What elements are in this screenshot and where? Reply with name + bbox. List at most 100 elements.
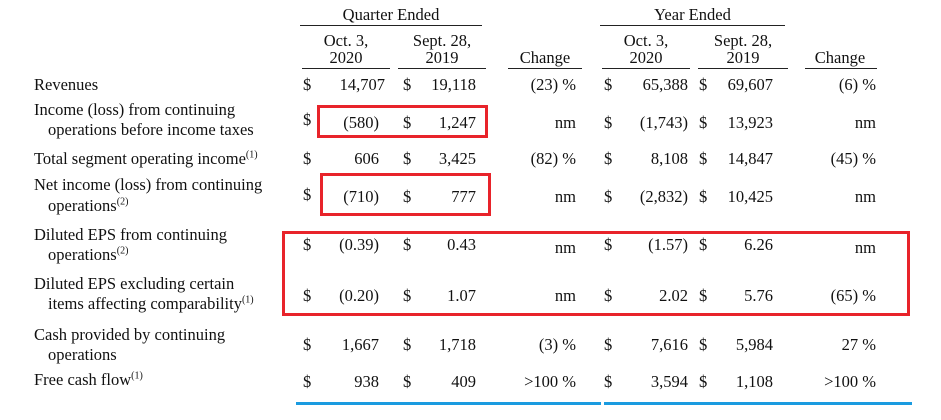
row-label-diluted-eps-excl-line2: items affecting comparability(1): [48, 295, 254, 313]
header-y-col2-rule: [698, 68, 788, 69]
header-y-col1-line2: 2020: [629, 48, 663, 67]
cell-q-change: (3) %: [538, 335, 576, 354]
cell-q-change: nm: [554, 238, 576, 257]
dollar-sign: $: [303, 75, 312, 94]
dollar-sign: $: [303, 286, 312, 305]
cell-y-2019: 69,607: [727, 75, 773, 94]
dollar-sign: $: [604, 235, 613, 254]
header-q-col1-line2: 2020: [329, 48, 363, 67]
cell-y-change: nm: [854, 113, 876, 132]
header-y-change-rule: [805, 68, 877, 69]
row-label-text: Free cash flow: [34, 370, 132, 389]
row-label-cash-provided-line2: operations: [48, 345, 117, 364]
underline-quarter: [296, 402, 601, 405]
row-label-diluted-eps-line1: Diluted EPS from continuing: [34, 225, 227, 244]
cell-y-2019: 5,984: [735, 335, 773, 354]
cell-q-2019: 19,118: [431, 75, 476, 94]
dollar-sign: $: [403, 335, 412, 354]
dollar-sign: $: [604, 372, 613, 391]
cell-y-2019: 5.76: [744, 286, 773, 305]
dollar-sign: $: [403, 75, 412, 94]
cell-q-2020: 938: [354, 372, 379, 391]
dollar-sign: $: [699, 149, 708, 168]
row-label-free-cash-flow: Free cash flow(1): [34, 371, 143, 389]
dollar-sign: $: [604, 75, 613, 94]
cell-y-2019: 6.26: [744, 235, 773, 254]
dollar-sign: $: [403, 187, 412, 206]
row-label-income-before-taxes-line2: operations before income taxes: [48, 120, 254, 139]
dollar-sign: $: [403, 235, 412, 254]
cell-y-change: (6) %: [838, 75, 876, 94]
cell-y-change: nm: [854, 238, 876, 257]
cell-y-2020: 2.02: [659, 286, 688, 305]
footnote-marker: (2): [116, 245, 129, 257]
dollar-sign: $: [699, 335, 708, 354]
cell-q-2019: 409: [451, 372, 476, 391]
dollar-sign: $: [403, 149, 412, 168]
dollar-sign: $: [303, 372, 312, 391]
cell-y-2019: 14,847: [727, 149, 773, 168]
dollar-sign: $: [604, 335, 613, 354]
cell-q-2020: (0.39): [339, 235, 379, 254]
dollar-sign: $: [303, 235, 312, 254]
cell-y-2020: 7,616: [650, 335, 688, 354]
cell-y-2020: 8,108: [650, 149, 688, 168]
cell-y-2020: (1,743): [639, 113, 688, 132]
row-label-text: Total segment operating income: [34, 149, 246, 168]
header-q-col1-rule: [302, 68, 390, 69]
header-quarter-ended: Quarter Ended: [342, 5, 440, 24]
cell-y-change: >100 %: [824, 372, 876, 391]
header-year-ended: Year Ended: [654, 5, 731, 24]
cell-q-2019: 3,425: [438, 149, 476, 168]
dollar-sign: $: [699, 372, 708, 391]
cell-q-2019: 777: [451, 187, 476, 206]
row-label-diluted-eps-line2: operations(2): [48, 246, 128, 264]
cell-q-change: nm: [554, 286, 576, 305]
header-q-col2-line1: Sept. 28,: [412, 31, 472, 50]
dollar-sign: $: [699, 75, 708, 94]
dollar-sign: $: [604, 113, 613, 132]
cell-q-change: (23) %: [530, 75, 576, 94]
dollar-sign: $: [604, 187, 613, 206]
row-label-text: operations: [48, 196, 117, 215]
row-label-revenues: Revenues: [34, 75, 99, 94]
row-label-cash-provided-line1: Cash provided by continuing: [34, 325, 226, 344]
cell-y-change: nm: [854, 187, 876, 206]
cell-q-2019: 0.43: [447, 235, 476, 254]
cell-y-2020: (2,832): [639, 187, 688, 206]
footnote-marker: (1): [131, 370, 143, 382]
cell-y-change: 27 %: [841, 335, 876, 354]
cell-q-2020: (710): [343, 187, 379, 206]
cell-q-2020: (580): [343, 113, 379, 132]
footnote-marker: (1): [245, 149, 258, 161]
row-label-net-income-line2: operations(2): [48, 197, 128, 215]
highlight-box-net-income: [320, 173, 491, 216]
dollar-sign: $: [699, 113, 708, 132]
row-label-segment-operating-income: Total segment operating income(1): [34, 150, 258, 168]
dollar-sign: $: [303, 335, 312, 354]
dollar-sign: $: [604, 286, 613, 305]
cell-y-2020: 65,388: [642, 75, 688, 94]
dollar-sign: $: [403, 113, 412, 132]
row-label-text: operations: [48, 245, 117, 264]
header-y-col1-rule: [602, 68, 690, 69]
cell-q-change: (82) %: [530, 149, 576, 168]
footnote-marker: (2): [116, 196, 129, 208]
footnote-marker: (1): [241, 294, 254, 306]
cell-q-change: nm: [554, 187, 576, 206]
cell-q-2020: 1,667: [341, 335, 379, 354]
dollar-sign: $: [403, 372, 412, 391]
cell-q-2019: 1,247: [438, 113, 476, 132]
header-year-rule: [600, 25, 785, 26]
header-y-col1-line1: Oct. 3,: [623, 31, 669, 50]
highlight-box-income-before-taxes: [317, 105, 488, 138]
dollar-sign: $: [403, 286, 412, 305]
cell-y-2019: 10,425: [727, 187, 773, 206]
row-label-income-before-taxes-line1: Income (loss) from continuing: [34, 100, 236, 119]
highlight-box-eps: [282, 231, 910, 316]
dollar-sign: $: [699, 286, 708, 305]
cell-y-change: (45) %: [830, 149, 876, 168]
dollar-sign: $: [604, 149, 613, 168]
cell-q-2020: 606: [354, 149, 379, 168]
header-y-col2-line1: Sept. 28,: [713, 31, 773, 50]
